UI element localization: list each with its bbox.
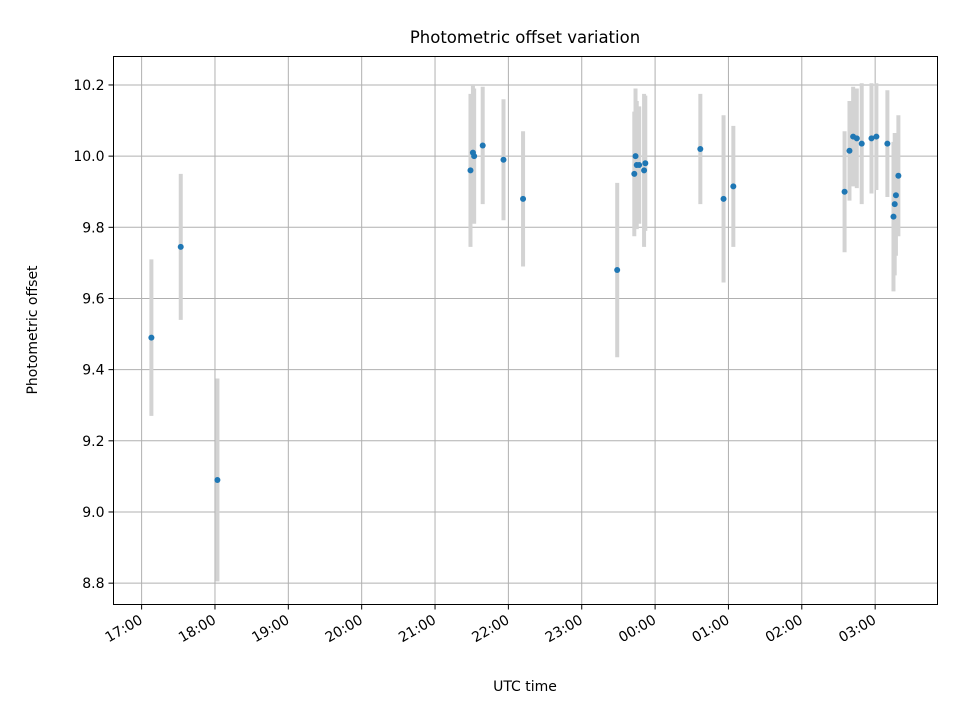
x-tick-label: 01:00	[689, 612, 732, 646]
data-point	[841, 188, 848, 195]
x-axis-ticks: 17:00 18:00 19:00 20:00 21:00 22:00 23:00 00:00…	[103, 604, 879, 646]
y-tick-label: 9.4	[82, 363, 104, 379]
data-point	[632, 153, 639, 160]
data-point	[697, 146, 704, 153]
data-point	[891, 201, 898, 208]
data-point	[720, 195, 727, 202]
x-tick-label: 00:00	[616, 612, 659, 646]
data-point	[214, 476, 221, 483]
x-tick-label: 02:00	[763, 612, 806, 646]
data-point	[631, 170, 638, 177]
x-tick-label: 20:00	[323, 612, 366, 646]
y-tick-label: 9.6	[82, 291, 104, 307]
x-tick-label: 18:00	[176, 612, 219, 646]
data-point	[500, 156, 507, 163]
data-point	[895, 172, 902, 179]
data-point	[890, 213, 897, 220]
data-points	[148, 133, 902, 483]
x-tick-label: 23:00	[543, 612, 586, 646]
data-point	[520, 195, 527, 202]
data-point	[148, 334, 155, 341]
x-tick-label: 03:00	[836, 612, 879, 646]
data-point	[471, 153, 478, 160]
x-tick-label: 21:00	[396, 612, 439, 646]
y-tick-label: 10.0	[73, 149, 104, 165]
y-tick-label: 9.0	[82, 505, 104, 521]
data-point	[730, 183, 737, 190]
data-point	[636, 162, 643, 169]
data-point	[853, 135, 860, 142]
data-point	[892, 192, 899, 199]
data-point	[467, 167, 474, 174]
x-tick-label: 19:00	[249, 612, 292, 646]
x-tick-label: 22:00	[469, 612, 512, 646]
grid-lines	[113, 56, 938, 605]
y-axis-ticks: 8.8 9.0 9.2 9.4 9.6 9.8 10.0 10.2	[73, 78, 114, 592]
x-axis-label: UTC time	[493, 679, 557, 695]
data-point	[641, 167, 648, 174]
x-tick-label: 17:00	[103, 612, 146, 646]
y-tick-label: 10.2	[73, 78, 104, 94]
y-tick-label: 8.8	[82, 576, 104, 592]
data-point	[479, 142, 486, 149]
y-tick-label: 9.2	[82, 434, 104, 450]
data-point	[846, 147, 853, 154]
data-point	[868, 135, 875, 142]
plot-frame	[113, 56, 938, 605]
y-tick-label: 9.8	[82, 220, 104, 236]
data-point	[858, 140, 865, 147]
error-bars	[149, 83, 901, 582]
chart-title: Photometric offset variation	[410, 28, 640, 47]
data-point	[177, 243, 184, 250]
y-axis-label: Photometric offset	[25, 265, 41, 395]
data-point	[873, 133, 880, 140]
data-point	[642, 160, 649, 167]
data-point	[614, 267, 621, 274]
data-point	[884, 140, 891, 147]
